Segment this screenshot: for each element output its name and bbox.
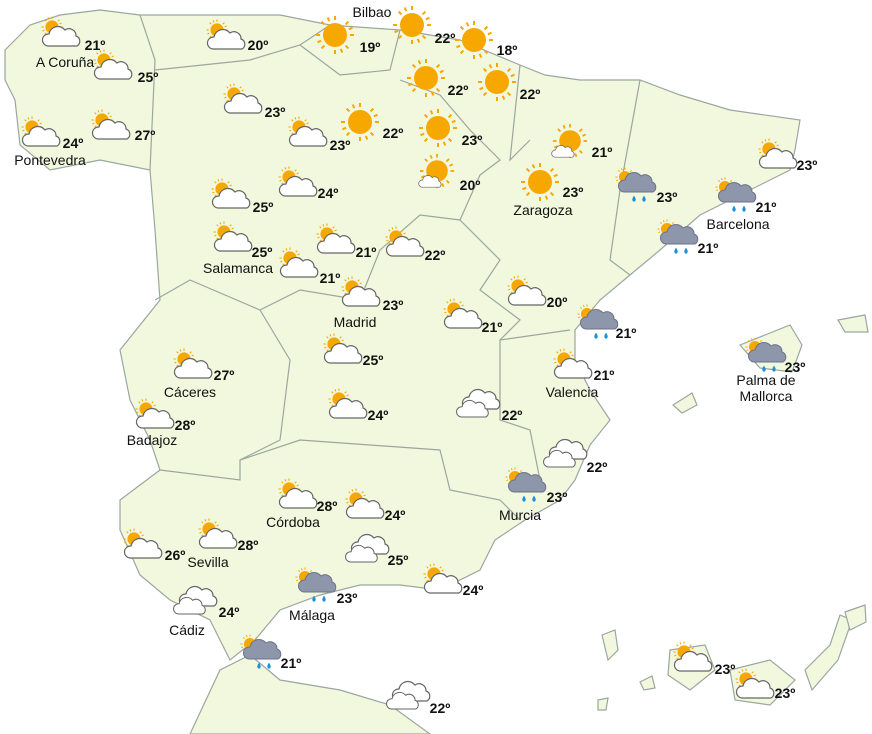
temperature: 23º <box>562 184 584 200</box>
weather-icon <box>387 681 430 708</box>
temperature: 27º <box>213 367 235 383</box>
mainland <box>4 9 801 661</box>
temperature: 23º <box>714 661 736 677</box>
temperature: 19º <box>359 39 381 55</box>
canary-5 <box>804 614 853 692</box>
city-name: Badajoz <box>126 432 178 448</box>
city-name: Barcelona <box>706 216 770 232</box>
canary-6 <box>844 604 867 631</box>
weather-icon <box>674 642 712 671</box>
temperature: 28º <box>174 417 196 433</box>
region-borders <box>139 14 641 521</box>
border <box>159 309 291 481</box>
city-name: Madrid <box>333 314 377 330</box>
city-name: Pontevedra <box>14 152 86 168</box>
temperature: 23º <box>796 157 818 173</box>
border <box>299 29 401 76</box>
temperature: 28º <box>237 537 259 553</box>
temperature: 25º <box>387 552 409 568</box>
border <box>499 329 571 341</box>
temperature: 25º <box>137 69 159 85</box>
temperature: 21º <box>593 367 615 383</box>
city-name: Zaragoza <box>513 202 573 218</box>
temperature: 22º <box>501 407 523 423</box>
temperature: 24º <box>317 185 339 201</box>
temperature: 25º <box>251 244 273 260</box>
temperature: 24º <box>367 407 389 423</box>
city-name: Cáceres <box>163 384 217 400</box>
border <box>139 14 156 171</box>
border <box>239 439 521 521</box>
city-name: Palma de Mallorca <box>736 372 796 404</box>
canary-2 <box>639 675 656 691</box>
temperature: 24º <box>384 507 406 523</box>
city-name: Cádiz <box>169 622 205 638</box>
ibiza <box>672 392 698 414</box>
temperature: 23º <box>264 104 286 120</box>
border <box>399 79 541 481</box>
city-name: Sevilla <box>187 554 229 570</box>
temperature: 24º <box>62 135 84 151</box>
temperature: 20º <box>546 294 568 310</box>
temperature: 26º <box>164 547 186 563</box>
temperature: 22º <box>447 82 469 98</box>
temperature: 23º <box>336 590 358 606</box>
temperature: 23º <box>784 359 806 375</box>
temperature: 28º <box>316 498 338 514</box>
temperature: 24º <box>462 582 484 598</box>
temperature: 21º <box>319 270 341 286</box>
temperature: 23º <box>461 132 483 148</box>
city-name: Valencia <box>545 384 599 400</box>
weather-icon <box>578 305 618 339</box>
border <box>609 79 641 276</box>
temperature: 24º <box>218 604 240 620</box>
temperature: 21º <box>697 240 719 256</box>
temperature: 22º <box>586 459 608 475</box>
weather-icon <box>658 220 698 254</box>
border <box>154 214 461 311</box>
temperature: 23º <box>774 685 796 701</box>
temperature: 22º <box>424 247 446 263</box>
temperature: 21º <box>280 655 302 671</box>
temperature: 21º <box>615 325 637 341</box>
temperature: 22º <box>382 125 404 141</box>
city-name: Salamanca <box>202 260 274 276</box>
temperature: 18º <box>496 42 518 58</box>
city-name: Córdoba <box>266 514 320 530</box>
temperature: 22º <box>519 86 541 102</box>
temperature: 25º <box>362 352 384 368</box>
temperature: 21º <box>84 37 106 53</box>
temperature: 21º <box>591 144 613 160</box>
city-name: Málaga <box>289 607 335 623</box>
africa <box>189 654 432 734</box>
temperature: 22º <box>434 30 456 46</box>
temperature: 23º <box>656 189 678 205</box>
temperature: 23º <box>382 297 404 313</box>
city-name: Murcia <box>498 507 542 523</box>
canary-7 <box>597 697 609 711</box>
temperature: 25º <box>252 199 274 215</box>
border <box>509 64 531 162</box>
temperature: 23º <box>329 137 351 153</box>
temperature: 21º <box>481 319 503 335</box>
temperature: 21º <box>355 244 377 260</box>
canary-1 <box>601 629 619 662</box>
temperature: 20º <box>247 37 269 53</box>
temperature: 22º <box>429 700 451 716</box>
city-name: Bilbao <box>352 4 392 20</box>
menorca <box>837 314 869 333</box>
temperature: 21º <box>755 199 777 215</box>
temperature: 27º <box>134 127 156 143</box>
city-name: A Coruña <box>35 54 95 70</box>
temperature: 20º <box>459 177 481 193</box>
border <box>154 24 331 71</box>
temperature: 23º <box>546 489 568 505</box>
